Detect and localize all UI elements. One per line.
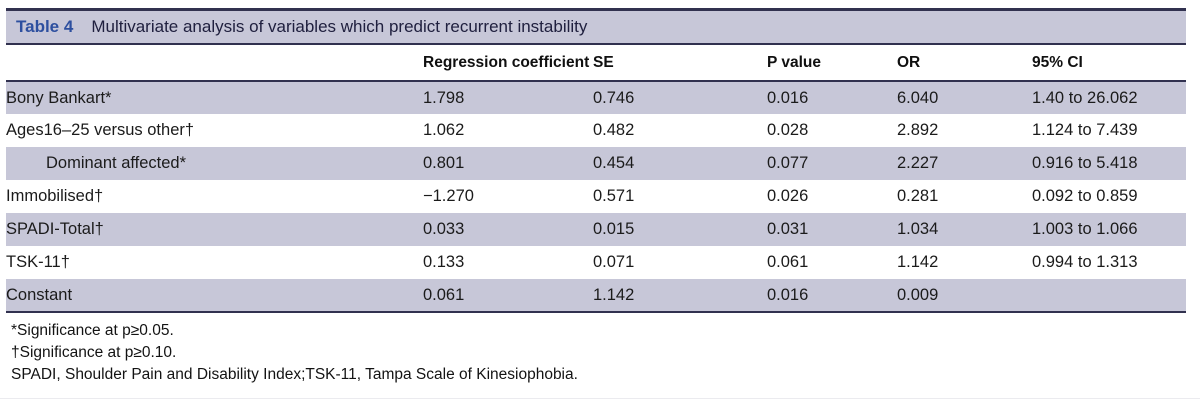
cell-p-value: 0.061 bbox=[767, 253, 809, 271]
header-row: Regression coefficient SE P value OR 95%… bbox=[6, 45, 1186, 82]
cell-or: 0.281 bbox=[897, 187, 939, 205]
footnotes: *Significance at p≥0.05. †Significance a… bbox=[6, 320, 1186, 386]
cell-95-ci: 0.092 to 0.859 bbox=[1032, 187, 1138, 205]
cell-p-value: 0.016 bbox=[767, 88, 809, 107]
cell-regression-coefficient: 0.801 bbox=[423, 154, 465, 172]
footnote-abbreviations: SPADI, Shoulder Pain and Disability Inde… bbox=[11, 366, 578, 383]
table-row-dominant-affected: Dominant affected* 0.801 0.454 0.077 2.2… bbox=[6, 147, 1186, 180]
footnote-significance-005: *Significance at p≥0.05. bbox=[11, 322, 174, 339]
row-label: SPADI-Total† bbox=[6, 220, 104, 238]
cell-or: 6.040 bbox=[897, 88, 939, 107]
cell-se: 0.454 bbox=[593, 154, 635, 172]
table-4-block: Table 4 Multivariate analysis of variabl… bbox=[6, 8, 1186, 386]
cell-or: 1.034 bbox=[897, 220, 939, 238]
cell-regression-coefficient: 1.798 bbox=[423, 88, 465, 107]
col-header-se: SE bbox=[593, 45, 767, 82]
cell-p-value: 0.026 bbox=[767, 187, 809, 205]
footnote-significance-010: †Significance at p≥0.10. bbox=[11, 344, 177, 361]
cell-se: 0.015 bbox=[593, 220, 635, 238]
table-row-tsk-11: TSK-11† 0.133 0.071 0.061 1.142 0.994 to… bbox=[6, 246, 1186, 279]
table-row-immobilised: Immobilised† −1.270 0.571 0.026 0.281 0.… bbox=[6, 180, 1186, 213]
table-row-spadi-total: SPADI-Total† 0.033 0.015 0.031 1.034 1.0… bbox=[6, 213, 1186, 246]
cell-95-ci: 0.994 to 1.313 bbox=[1032, 253, 1138, 271]
cell-regression-coefficient: 0.133 bbox=[423, 253, 465, 271]
cell-95-ci: 1.40 to 26.062 bbox=[1032, 88, 1138, 107]
col-header-or: OR bbox=[897, 45, 1032, 82]
table-row-bony-bankart: Bony Bankart* 1.798 0.746 0.016 6.040 1.… bbox=[6, 81, 1186, 114]
row-label: Ages16–25 versus other† bbox=[6, 121, 195, 139]
row-label: Bony Bankart* bbox=[6, 88, 112, 107]
row-label: Immobilised† bbox=[6, 187, 104, 205]
row-label: Dominant affected* bbox=[46, 154, 187, 172]
cell-95-ci: 1.003 to 1.066 bbox=[1032, 220, 1138, 238]
cell-or: 2.227 bbox=[897, 154, 939, 172]
col-header-p-value: P value bbox=[767, 45, 897, 82]
cell-se: 0.571 bbox=[593, 187, 635, 205]
cell-regression-coefficient: 0.033 bbox=[423, 220, 465, 238]
cell-se: 1.142 bbox=[593, 279, 767, 313]
cell-regression-coefficient: −1.270 bbox=[423, 187, 474, 205]
cell-p-value: 0.077 bbox=[767, 154, 809, 172]
cell-95-ci: 0.916 to 5.418 bbox=[1032, 154, 1138, 172]
row-label: TSK-11† bbox=[6, 253, 70, 271]
cell-or: 2.892 bbox=[897, 121, 939, 139]
table-row-ages-16-25: Ages16–25 versus other† 1.062 0.482 0.02… bbox=[6, 114, 1186, 147]
cell-se: 0.071 bbox=[593, 253, 635, 271]
results-table: Regression coefficient SE P value OR 95%… bbox=[6, 45, 1186, 313]
page-edge-line bbox=[0, 398, 1200, 399]
cell-95-ci: 1.124 to 7.439 bbox=[1032, 121, 1138, 139]
cell-or: 0.009 bbox=[897, 279, 1032, 313]
col-header-95-ci: 95% CI bbox=[1032, 45, 1186, 82]
col-header-variable bbox=[6, 45, 423, 82]
cell-p-value: 0.016 bbox=[767, 279, 897, 313]
cell-95-ci bbox=[1032, 279, 1186, 313]
table-row-constant: Constant 0.061 1.142 0.016 0.009 bbox=[6, 279, 1186, 313]
cell-regression-coefficient: 0.061 bbox=[423, 279, 593, 313]
table-title: Multivariate analysis of variables which… bbox=[91, 17, 588, 36]
col-header-regression-coefficient: Regression coefficient bbox=[423, 45, 593, 82]
cell-se: 0.482 bbox=[593, 121, 635, 139]
cell-se: 0.746 bbox=[593, 88, 635, 107]
row-label: Constant bbox=[6, 279, 423, 313]
table-number-label: Table 4 bbox=[16, 17, 74, 36]
table-title-bar: Table 4 Multivariate analysis of variabl… bbox=[6, 11, 1186, 45]
table-top-rule bbox=[6, 8, 1186, 11]
cell-regression-coefficient: 1.062 bbox=[423, 121, 465, 139]
cell-p-value: 0.031 bbox=[767, 220, 809, 238]
cell-or: 1.142 bbox=[897, 253, 939, 271]
cell-p-value: 0.028 bbox=[767, 121, 809, 139]
